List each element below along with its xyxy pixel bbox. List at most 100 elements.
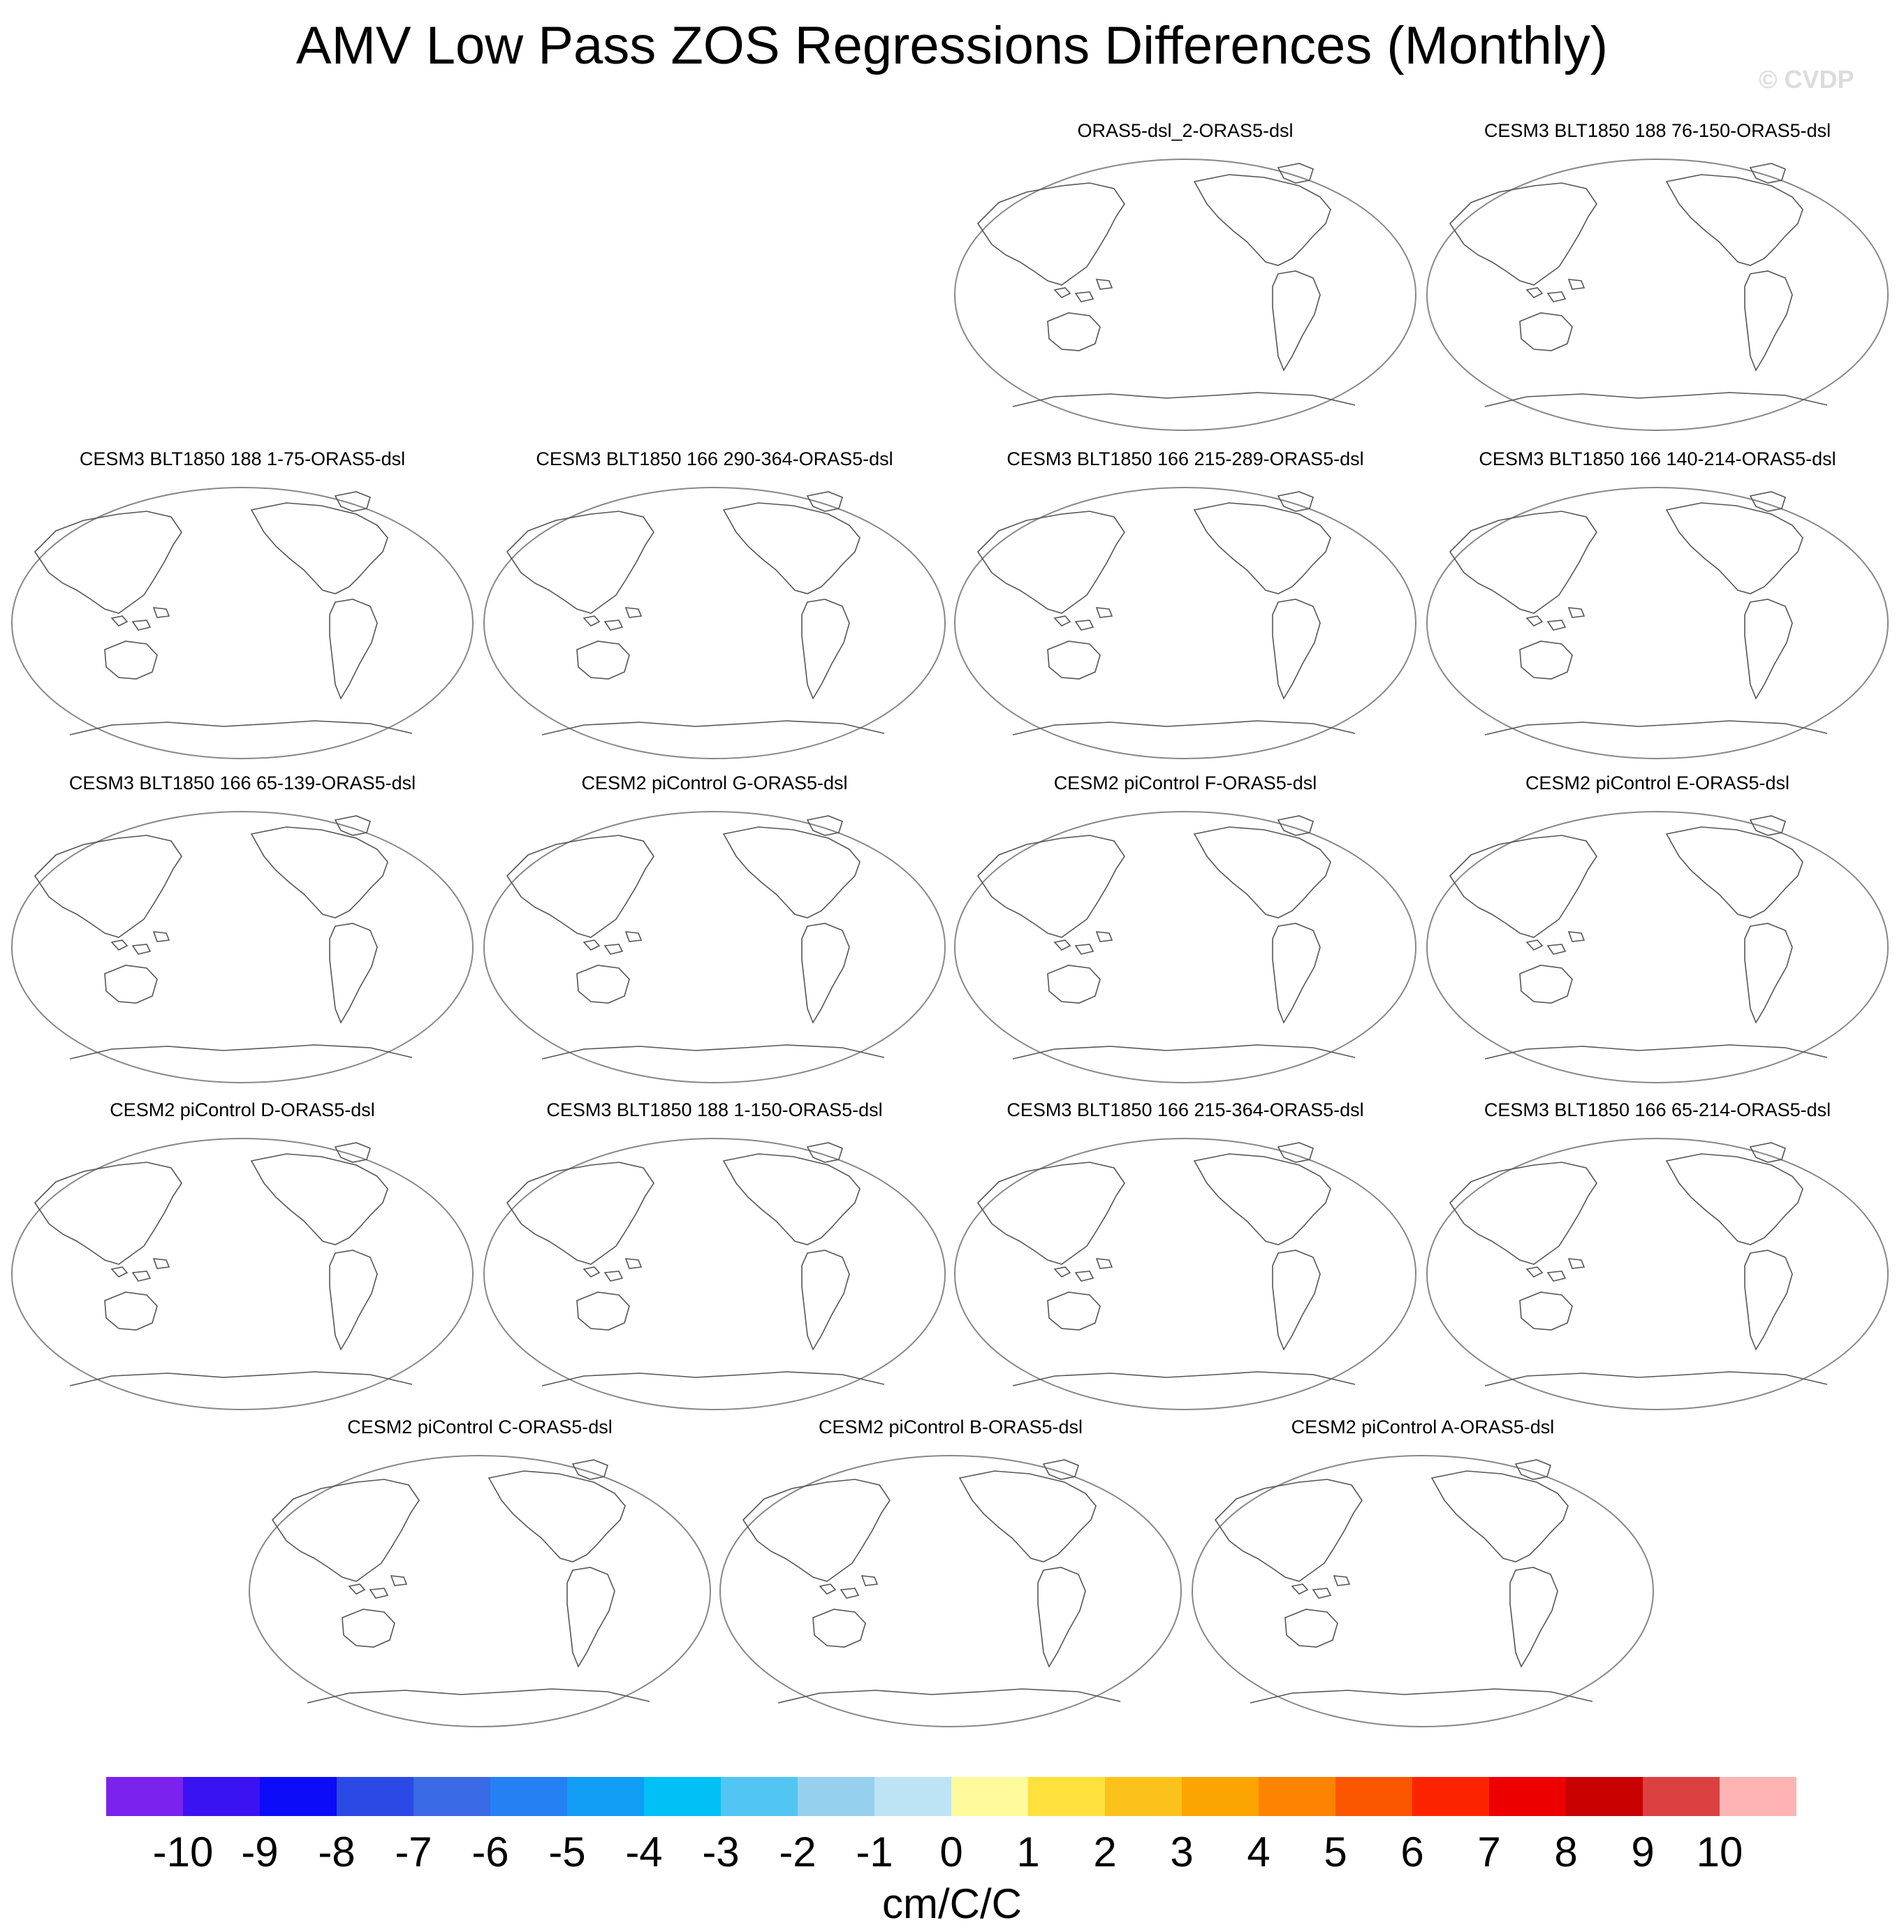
watermark: © CVDP (1759, 65, 1854, 94)
coastline (1053, 615, 1071, 627)
coastline (1272, 1250, 1321, 1351)
colorbar-box (1028, 1777, 1106, 1816)
map-panel: CESM2 piControl F-ORAS5-dsl (950, 771, 1421, 1085)
coastline (861, 1575, 879, 1586)
coastline (976, 1162, 1125, 1265)
coastline (1193, 174, 1331, 266)
world-map (954, 159, 1416, 431)
colorbar-box (1489, 1777, 1567, 1816)
coastline (334, 815, 371, 836)
coastline (1744, 270, 1793, 372)
coastline (801, 923, 850, 1024)
colorbar-box (721, 1777, 798, 1816)
coastline (1012, 392, 1356, 407)
coastlines (976, 163, 1356, 407)
coastline (1519, 312, 1573, 351)
coastline (1567, 931, 1586, 942)
coastline (603, 620, 624, 631)
coastline (271, 1479, 420, 1582)
coastlines (34, 815, 413, 1060)
coastline (1012, 1371, 1356, 1386)
coastline (742, 1479, 891, 1582)
coastline (1074, 944, 1094, 955)
coastline (131, 620, 152, 631)
world-map (954, 1138, 1416, 1410)
map-panel: CESM2 piControl A-ORAS5-dsl (1187, 1415, 1658, 1729)
panel-title: CESM3 BLT1850 166 65-214-ORAS5-dsl (1484, 1099, 1831, 1120)
coastline (583, 1266, 601, 1278)
coastline (1519, 965, 1573, 1004)
coastline (104, 641, 158, 680)
coastline (1047, 312, 1101, 351)
colorbar-box (490, 1777, 568, 1816)
coastline (1042, 1459, 1079, 1480)
colorbar-tick-label: 3 (1170, 1829, 1194, 1875)
map-panel: CESM3 BLT1850 188 1-75-ORAS5-dsl (7, 447, 478, 761)
coastline (1053, 1266, 1071, 1278)
coastline (69, 1371, 413, 1386)
coastline (603, 944, 624, 955)
colorbar-box (1335, 1777, 1413, 1816)
map-frame (1426, 811, 1889, 1083)
coastlines (976, 1142, 1356, 1386)
coastline (1449, 511, 1597, 614)
world-map (249, 1455, 711, 1727)
colorbar-box (413, 1777, 491, 1816)
coastline (583, 615, 601, 627)
coastline (1567, 279, 1586, 290)
coastlines (742, 1459, 1121, 1704)
coastline (152, 607, 170, 618)
coastlines (506, 815, 885, 1060)
world-map (1426, 159, 1889, 431)
colorbar-box (567, 1777, 645, 1816)
coastline (334, 491, 371, 512)
colorbar-tick-label: -1 (856, 1829, 893, 1875)
world-map (954, 811, 1416, 1083)
coastline (34, 835, 182, 938)
coastline (104, 965, 158, 1004)
coastline (1514, 1459, 1551, 1480)
coastline (1095, 279, 1113, 290)
colorbar-units: cm/C/C (882, 1880, 1022, 1927)
coastline (1250, 1688, 1593, 1704)
coastline (1074, 1271, 1094, 1282)
coastline (1484, 392, 1828, 407)
world-map (1426, 811, 1889, 1083)
colorbar-tick-label: 1 (1016, 1829, 1040, 1875)
coastline (152, 1258, 170, 1269)
coastline (812, 1609, 866, 1648)
world-map (11, 811, 474, 1083)
world-map (11, 1138, 474, 1410)
map-frame (11, 487, 474, 759)
coastline (69, 1044, 413, 1060)
coastline (1484, 1371, 1828, 1386)
coastline (1047, 965, 1101, 1004)
panel-title: ORAS5-dsl_2-ORAS5-dsl (1077, 120, 1294, 141)
panel-title: CESM3 BLT1850 166 290-364-ORAS5-dsl (536, 448, 893, 469)
colorbar-tick-label: 0 (939, 1829, 963, 1875)
coastline (1272, 923, 1321, 1024)
coastline (1744, 923, 1793, 1024)
page-title: AMV Low Pass ZOS Regressions Differences… (295, 16, 1609, 75)
map-panel: CESM3 BLT1850 166 215-289-ORAS5-dsl (950, 447, 1421, 761)
panel-title: CESM2 piControl E-ORAS5-dsl (1525, 773, 1790, 793)
coastline (1333, 1575, 1351, 1586)
coastline (1525, 939, 1544, 951)
map-frame (1426, 159, 1889, 431)
coastline (1214, 1479, 1363, 1582)
coastline (488, 1470, 626, 1563)
map-frame (954, 811, 1416, 1083)
colorbar-box (951, 1777, 1029, 1816)
colorbar-box (1566, 1777, 1643, 1816)
coastline (777, 1688, 1121, 1704)
coastline (1749, 491, 1786, 512)
coastline (819, 1583, 837, 1595)
coastline (1047, 1291, 1101, 1331)
colorbar-box (874, 1777, 952, 1816)
coastline (1567, 1258, 1586, 1269)
coastline (541, 1044, 885, 1060)
coastline (1277, 163, 1314, 184)
panel-title: CESM2 piControl F-ORAS5-dsl (1053, 773, 1317, 793)
coastline (110, 939, 129, 951)
coastline (976, 182, 1125, 286)
